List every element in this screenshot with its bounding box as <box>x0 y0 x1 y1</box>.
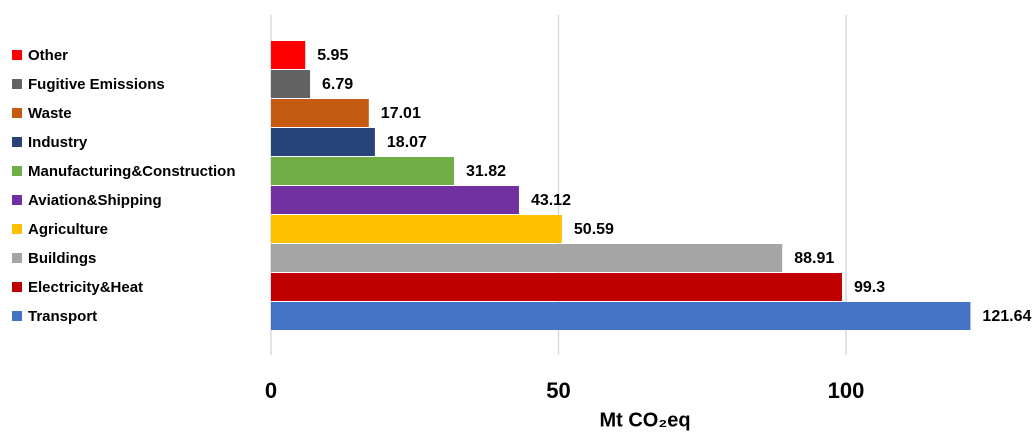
bar <box>271 41 306 69</box>
category-label: Agriculture <box>28 221 108 238</box>
value-label: 99.3 <box>854 279 885 296</box>
legend-swatch <box>12 137 22 147</box>
category-label: Aviation&Shipping <box>28 192 162 209</box>
category-label: Fugitive Emissions <box>28 76 165 93</box>
bar <box>271 157 454 185</box>
category-label: Electricity&Heat <box>28 279 143 296</box>
legend-swatch <box>12 195 22 205</box>
bar <box>271 128 375 156</box>
value-label: 43.12 <box>531 192 571 209</box>
bar <box>271 215 562 243</box>
x-tick-label: 100 <box>828 378 865 403</box>
bar <box>271 186 519 214</box>
value-label: 50.59 <box>574 221 614 238</box>
bar <box>271 302 971 330</box>
category-label: Other <box>28 47 68 64</box>
legend-swatch <box>12 166 22 176</box>
x-axis-title: Mt CO₂eq <box>599 409 690 431</box>
legend-swatch <box>12 50 22 60</box>
x-tick-label: 50 <box>546 378 570 403</box>
bar <box>271 273 842 301</box>
category-label: Buildings <box>28 250 96 267</box>
value-label: 18.07 <box>387 134 427 151</box>
bar <box>271 70 311 98</box>
bar <box>271 244 783 272</box>
value-label: 31.82 <box>466 163 506 180</box>
x-tick-label: 0 <box>265 378 277 403</box>
legend-swatch <box>12 282 22 292</box>
value-label: 6.79 <box>322 76 353 93</box>
value-label: 121.64 <box>982 308 1031 325</box>
value-label: 88.91 <box>794 250 834 267</box>
category-label: Manufacturing&Construction <box>28 163 236 180</box>
value-label: 17.01 <box>381 105 421 122</box>
legend-swatch <box>12 253 22 263</box>
category-label: Transport <box>28 308 97 325</box>
value-label: 5.95 <box>317 47 348 64</box>
category-label: Industry <box>28 134 88 151</box>
category-label: Waste <box>28 105 72 122</box>
legend-swatch <box>12 311 22 321</box>
legend-swatch <box>12 224 22 234</box>
legend-swatch <box>12 108 22 118</box>
bar <box>271 99 369 127</box>
legend-swatch <box>12 79 22 89</box>
